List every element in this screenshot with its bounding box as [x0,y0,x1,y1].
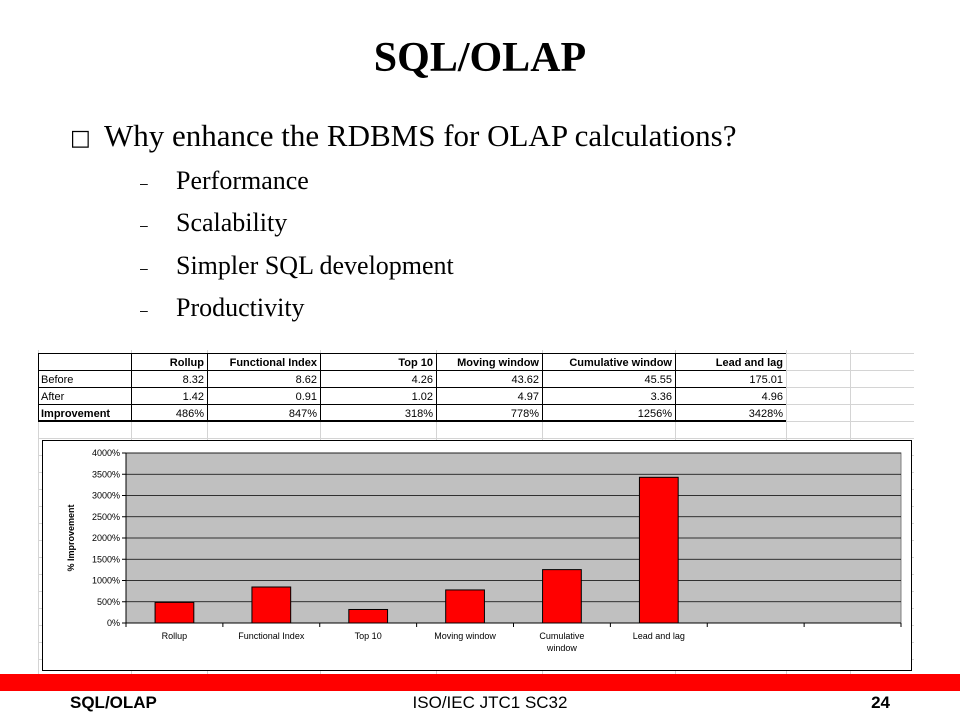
table-cell: 175.01 [749,374,783,386]
bar [445,589,485,624]
bar [348,608,389,624]
table-row-label: After [41,391,65,403]
table-cell: 318% [405,408,433,420]
x-tick-label: Functional Index [238,631,305,641]
table-cell: 0.91 [296,391,317,403]
dash-icon: – [140,217,148,234]
embedded-spreadsheet: Rollup Functional Index Top 10 Moving windo… [38,350,914,678]
sub-bullet-text: Productivity [176,293,305,322]
y-tick-label: 3500% [92,469,120,479]
table-cell: 4.97 [518,391,539,403]
sub-bullet: – Scalability [140,208,287,238]
table-header: Rollup [170,357,204,369]
bar [154,601,195,624]
x-tick-label-line: Lead and lag [633,631,685,641]
footer-bar [0,674,960,691]
x-tick-label: Lead and lag [633,631,685,641]
table-cell: 8.62 [296,374,317,386]
table-cell: 4.96 [762,391,783,403]
bar [251,586,292,624]
table-cell: 3428% [749,408,783,420]
page-number: 24 [871,693,890,712]
table-header: Moving window [457,357,539,369]
table-cell: 486% [176,408,204,420]
table-cell: 4.26 [412,374,433,386]
table-header: Top 10 [398,357,433,369]
y-tick-label: 1500% [92,554,120,564]
sub-bullet-text: Simpler SQL development [176,251,454,280]
x-tick-label-line: Top 10 [355,631,382,641]
x-tick-label: Moving window [434,631,496,641]
main-bullet-text: Why enhance the RDBMS for OLAP calculati… [104,118,737,153]
y-tick-label: 4000% [92,448,120,458]
y-tick-label: 3000% [92,491,120,501]
table-cell: 1.02 [412,391,433,403]
bar [542,569,582,624]
table-header: Functional Index [230,357,318,369]
footer-organization: ISO/IEC JTC1 SC32 [412,693,568,712]
y-tick-label: 2500% [92,512,120,522]
y-tick-label: 500% [97,597,120,607]
sub-bullet-text: Scalability [176,208,288,237]
dash-icon: – [140,302,148,319]
table-row-label: Improvement [41,408,110,420]
table-header: Cumulative window [569,357,672,369]
square-bullet-icon: □ [70,126,91,152]
slide-title: SQL/OLAP [373,35,587,81]
table-cell: 1256% [638,408,672,420]
x-tick-label-line: Functional Index [238,631,305,641]
y-axis-label: % Improvement [66,504,76,571]
table-cell: 8.32 [183,374,204,386]
footer-title: SQL/OLAP [70,693,157,712]
table-cell: 1.42 [183,391,204,403]
bar [638,476,679,624]
dash-icon: – [140,260,148,277]
table-cell: 45.55 [644,374,672,386]
y-tick-label: 2000% [92,533,120,543]
sub-bullet: – Performance [140,166,309,196]
x-tick-label-line: Rollup [162,631,188,641]
spreadsheet-canvas: Rollup Functional Index Top 10 Moving windo… [38,350,914,678]
dash-icon: – [140,175,148,192]
table-cell: 778% [511,408,539,420]
x-tick-label-line: window [546,643,578,653]
y-tick-label: 0% [107,618,120,628]
sub-bullet-text: Performance [176,166,309,195]
table-row-label: Before [41,374,73,386]
table-cell: 43.62 [511,374,539,386]
x-tick-label: Cumulative window [539,631,584,653]
y-tick-label: 1000% [92,576,120,586]
table-cell: 847% [289,408,317,420]
x-tick-label: Top 10 [355,631,382,641]
sub-bullet: – Productivity [140,293,305,323]
table-cell: 3.36 [651,391,672,403]
sub-bullet: – Simpler SQL development [140,251,454,281]
x-tick-label-line: Moving window [434,631,496,641]
table-header: Lead and lag [716,357,783,369]
main-bullet: □ Why enhance the RDBMS for OLAP calculat… [70,118,736,154]
x-tick-label-line: Cumulative [539,631,584,641]
x-tick-label: Rollup [162,631,188,641]
